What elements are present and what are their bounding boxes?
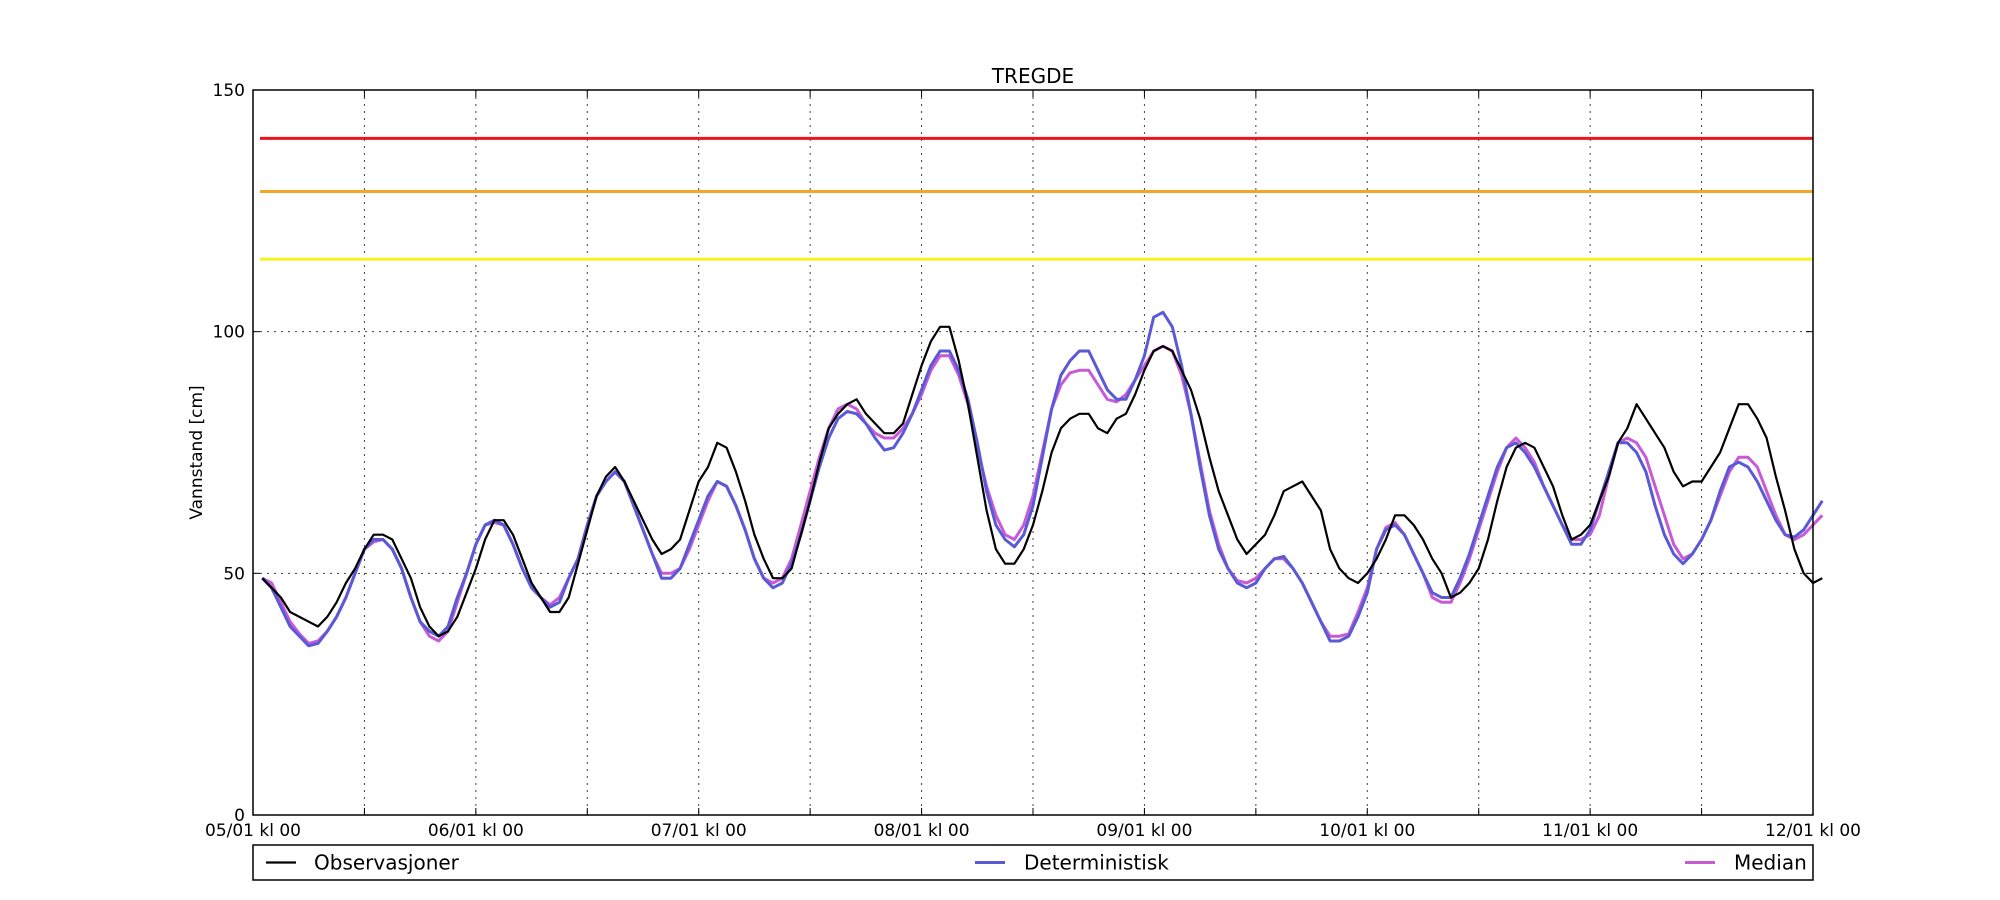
x-tick-label: 06/01 kl 00 bbox=[428, 821, 524, 841]
x-tick-label: 09/01 kl 00 bbox=[1096, 821, 1192, 841]
legend-label: Observasjoner bbox=[314, 851, 460, 875]
x-tick-label: 10/01 kl 00 bbox=[1319, 821, 1415, 841]
y-tick-label: 50 bbox=[223, 564, 245, 584]
x-tick-label: 08/01 kl 00 bbox=[874, 821, 970, 841]
x-tick-label: 07/01 kl 00 bbox=[651, 821, 747, 841]
legend-label: Deterministisk bbox=[1024, 851, 1169, 875]
legend-frame bbox=[252, 844, 1814, 881]
legend: Observasjoner Deterministisk Median bbox=[252, 844, 1814, 881]
y-axis-label: Vannstand [cm] bbox=[187, 385, 207, 519]
series-line-observasjoner bbox=[261, 325, 1823, 638]
chart-title: TREGDE bbox=[991, 64, 1074, 88]
tick-layer: 0 50 100 150 05/01 kl 00 06/01 kl 00 07/01 kl … bbox=[205, 81, 1861, 841]
y-tick-label: 100 bbox=[213, 323, 245, 343]
threshold-layer bbox=[260, 136, 1813, 261]
series-layer bbox=[261, 310, 1824, 648]
grid-layer bbox=[253, 90, 1813, 815]
y-tick-label: 150 bbox=[213, 81, 245, 101]
x-tick-label: 11/01 kl 00 bbox=[1542, 821, 1638, 841]
y-tick-label: 0 bbox=[234, 806, 245, 826]
x-tick-label: 05/01 kl 00 bbox=[205, 821, 301, 841]
series-line-deterministisk bbox=[261, 310, 1824, 648]
x-tick-label: 12/01 kl 00 bbox=[1765, 821, 1861, 841]
legend-label: Median bbox=[1734, 851, 1807, 875]
